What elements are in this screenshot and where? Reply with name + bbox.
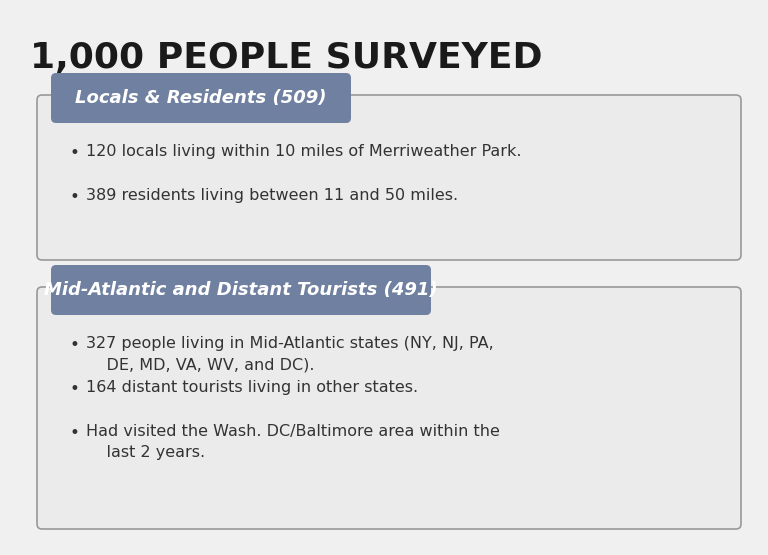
Text: Had visited the Wash. DC/Baltimore area within the
    last 2 years.: Had visited the Wash. DC/Baltimore area … [86,424,500,460]
Text: 164 distant tourists living in other states.: 164 distant tourists living in other sta… [86,380,418,395]
FancyBboxPatch shape [37,95,741,260]
Text: 389 residents living between 11 and 50 miles.: 389 residents living between 11 and 50 m… [86,188,458,203]
Text: •: • [70,144,80,162]
Text: •: • [70,336,80,354]
Text: 327 people living in Mid-Atlantic states (NY, NJ, PA,
    DE, MD, VA, WV, and DC: 327 people living in Mid-Atlantic states… [86,336,494,372]
Text: •: • [70,188,80,206]
Text: •: • [70,380,80,398]
Text: 120 locals living within 10 miles of Merriweather Park.: 120 locals living within 10 miles of Mer… [86,144,521,159]
FancyBboxPatch shape [37,287,741,529]
Text: Mid-Atlantic and Distant Tourists (491): Mid-Atlantic and Distant Tourists (491) [45,281,438,299]
FancyBboxPatch shape [51,73,351,123]
Text: 1,000 PEOPLE SURVEYED: 1,000 PEOPLE SURVEYED [30,41,542,75]
FancyBboxPatch shape [51,265,431,315]
Text: •: • [70,424,80,442]
Text: Locals & Residents (509): Locals & Residents (509) [75,89,326,107]
